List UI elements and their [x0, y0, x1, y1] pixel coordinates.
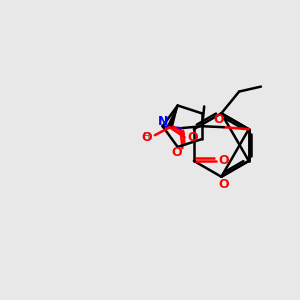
Polygon shape	[167, 106, 178, 128]
Text: H: H	[143, 132, 151, 142]
Text: O: O	[171, 146, 182, 160]
Text: O: O	[214, 113, 224, 126]
Text: O: O	[219, 154, 229, 167]
Text: O: O	[142, 131, 152, 144]
Text: O: O	[187, 131, 198, 144]
Text: O: O	[218, 178, 229, 191]
Text: N: N	[158, 115, 168, 128]
